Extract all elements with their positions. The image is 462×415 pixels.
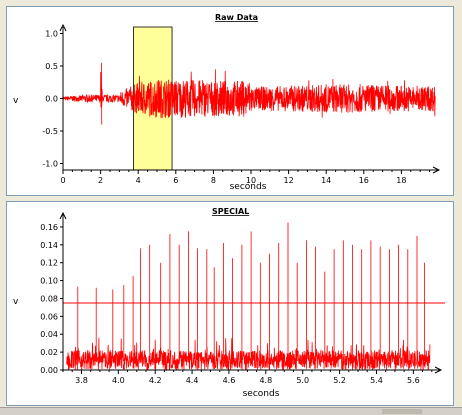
special-title: SPECIAL	[212, 207, 249, 216]
scroll-grip[interactable]	[382, 409, 422, 414]
special-xtick-label: 4.2	[149, 376, 162, 385]
raw-xtick-label: 18	[396, 176, 406, 185]
raw-xtick-label: 2	[98, 176, 103, 185]
special-xtick-label: 5.4	[370, 376, 383, 385]
raw-y-arrow	[59, 23, 67, 32]
special-ytick-label: 0.06	[40, 312, 58, 321]
special-xtick-label: 4.8	[259, 376, 272, 385]
raw-data-ylabel: v	[13, 96, 19, 106]
raw-xtick-label: 12	[284, 176, 294, 185]
special-panel: SPECIAL 0.16 0.14 0.12 0.10 0.08 0.06 0.04 0.02…	[6, 201, 454, 406]
status-strip	[0, 407, 462, 415]
special-x-arrow	[434, 366, 443, 374]
raw-xtick-label: 0	[60, 176, 65, 185]
raw-data-series	[62, 62, 436, 125]
special-ylabel: v	[13, 297, 19, 307]
special-xtick-label: 5.6	[407, 376, 420, 385]
raw-ytick-label: -1.0	[42, 160, 58, 169]
special-chart: SPECIAL 0.16 0.14 0.12 0.10 0.08 0.06 0.04 0.02…	[13, 207, 445, 399]
raw-data-xlabel: seconds	[230, 182, 267, 192]
raw-data-title: Raw Data	[215, 13, 258, 22]
raw-ytick-label: -0.5	[42, 127, 58, 136]
raw-xtick-label: 10	[246, 176, 256, 185]
raw-ytick-label: 1.0	[45, 30, 58, 39]
special-xtick-label: 4.4	[186, 376, 199, 385]
special-ytick-label: 0.12	[40, 259, 58, 268]
raw-ytick-label: 0.5	[45, 62, 58, 71]
special-xtick-label: 5.2	[333, 376, 346, 385]
raw-xtick-label: 6	[173, 176, 178, 185]
special-xlabel: seconds	[243, 389, 280, 399]
special-series	[66, 222, 431, 372]
special-xtick-label: 4.0	[112, 376, 125, 385]
special-ytick-label: 0.00	[40, 366, 58, 375]
raw-ytick-label: 0.0	[45, 95, 58, 104]
special-xtick-label: 4.6	[223, 376, 236, 385]
special-ytick-label: 0.04	[40, 330, 58, 339]
raw-xtick-label: 4	[136, 176, 141, 185]
special-xtick-label: 5.0	[296, 376, 309, 385]
special-ytick-label: 0.08	[40, 294, 58, 303]
raw-xtick-label: 14	[321, 176, 331, 185]
raw-xtick-label: 16	[359, 176, 369, 185]
raw-x-arrow	[432, 166, 441, 174]
special-ytick-label: 0.16	[40, 223, 58, 232]
special-ytick-label: 0.10	[40, 277, 58, 286]
raw-data-panel: Raw Data 1.0 0.5 0.0 -0.5 -1.0 0 2 4 6 8 10 12 14 16 1…	[6, 6, 454, 196]
special-y-arrow	[59, 211, 67, 220]
special-xtick-label: 3.8	[75, 376, 88, 385]
special-ytick-label: 0.14	[40, 241, 58, 250]
special-ytick-label: 0.02	[40, 348, 58, 357]
raw-data-chart: Raw Data 1.0 0.5 0.0 -0.5 -1.00 2 4 6 8 10 12 14 16 1…	[13, 13, 441, 192]
raw-xtick-label: 8	[211, 176, 216, 185]
